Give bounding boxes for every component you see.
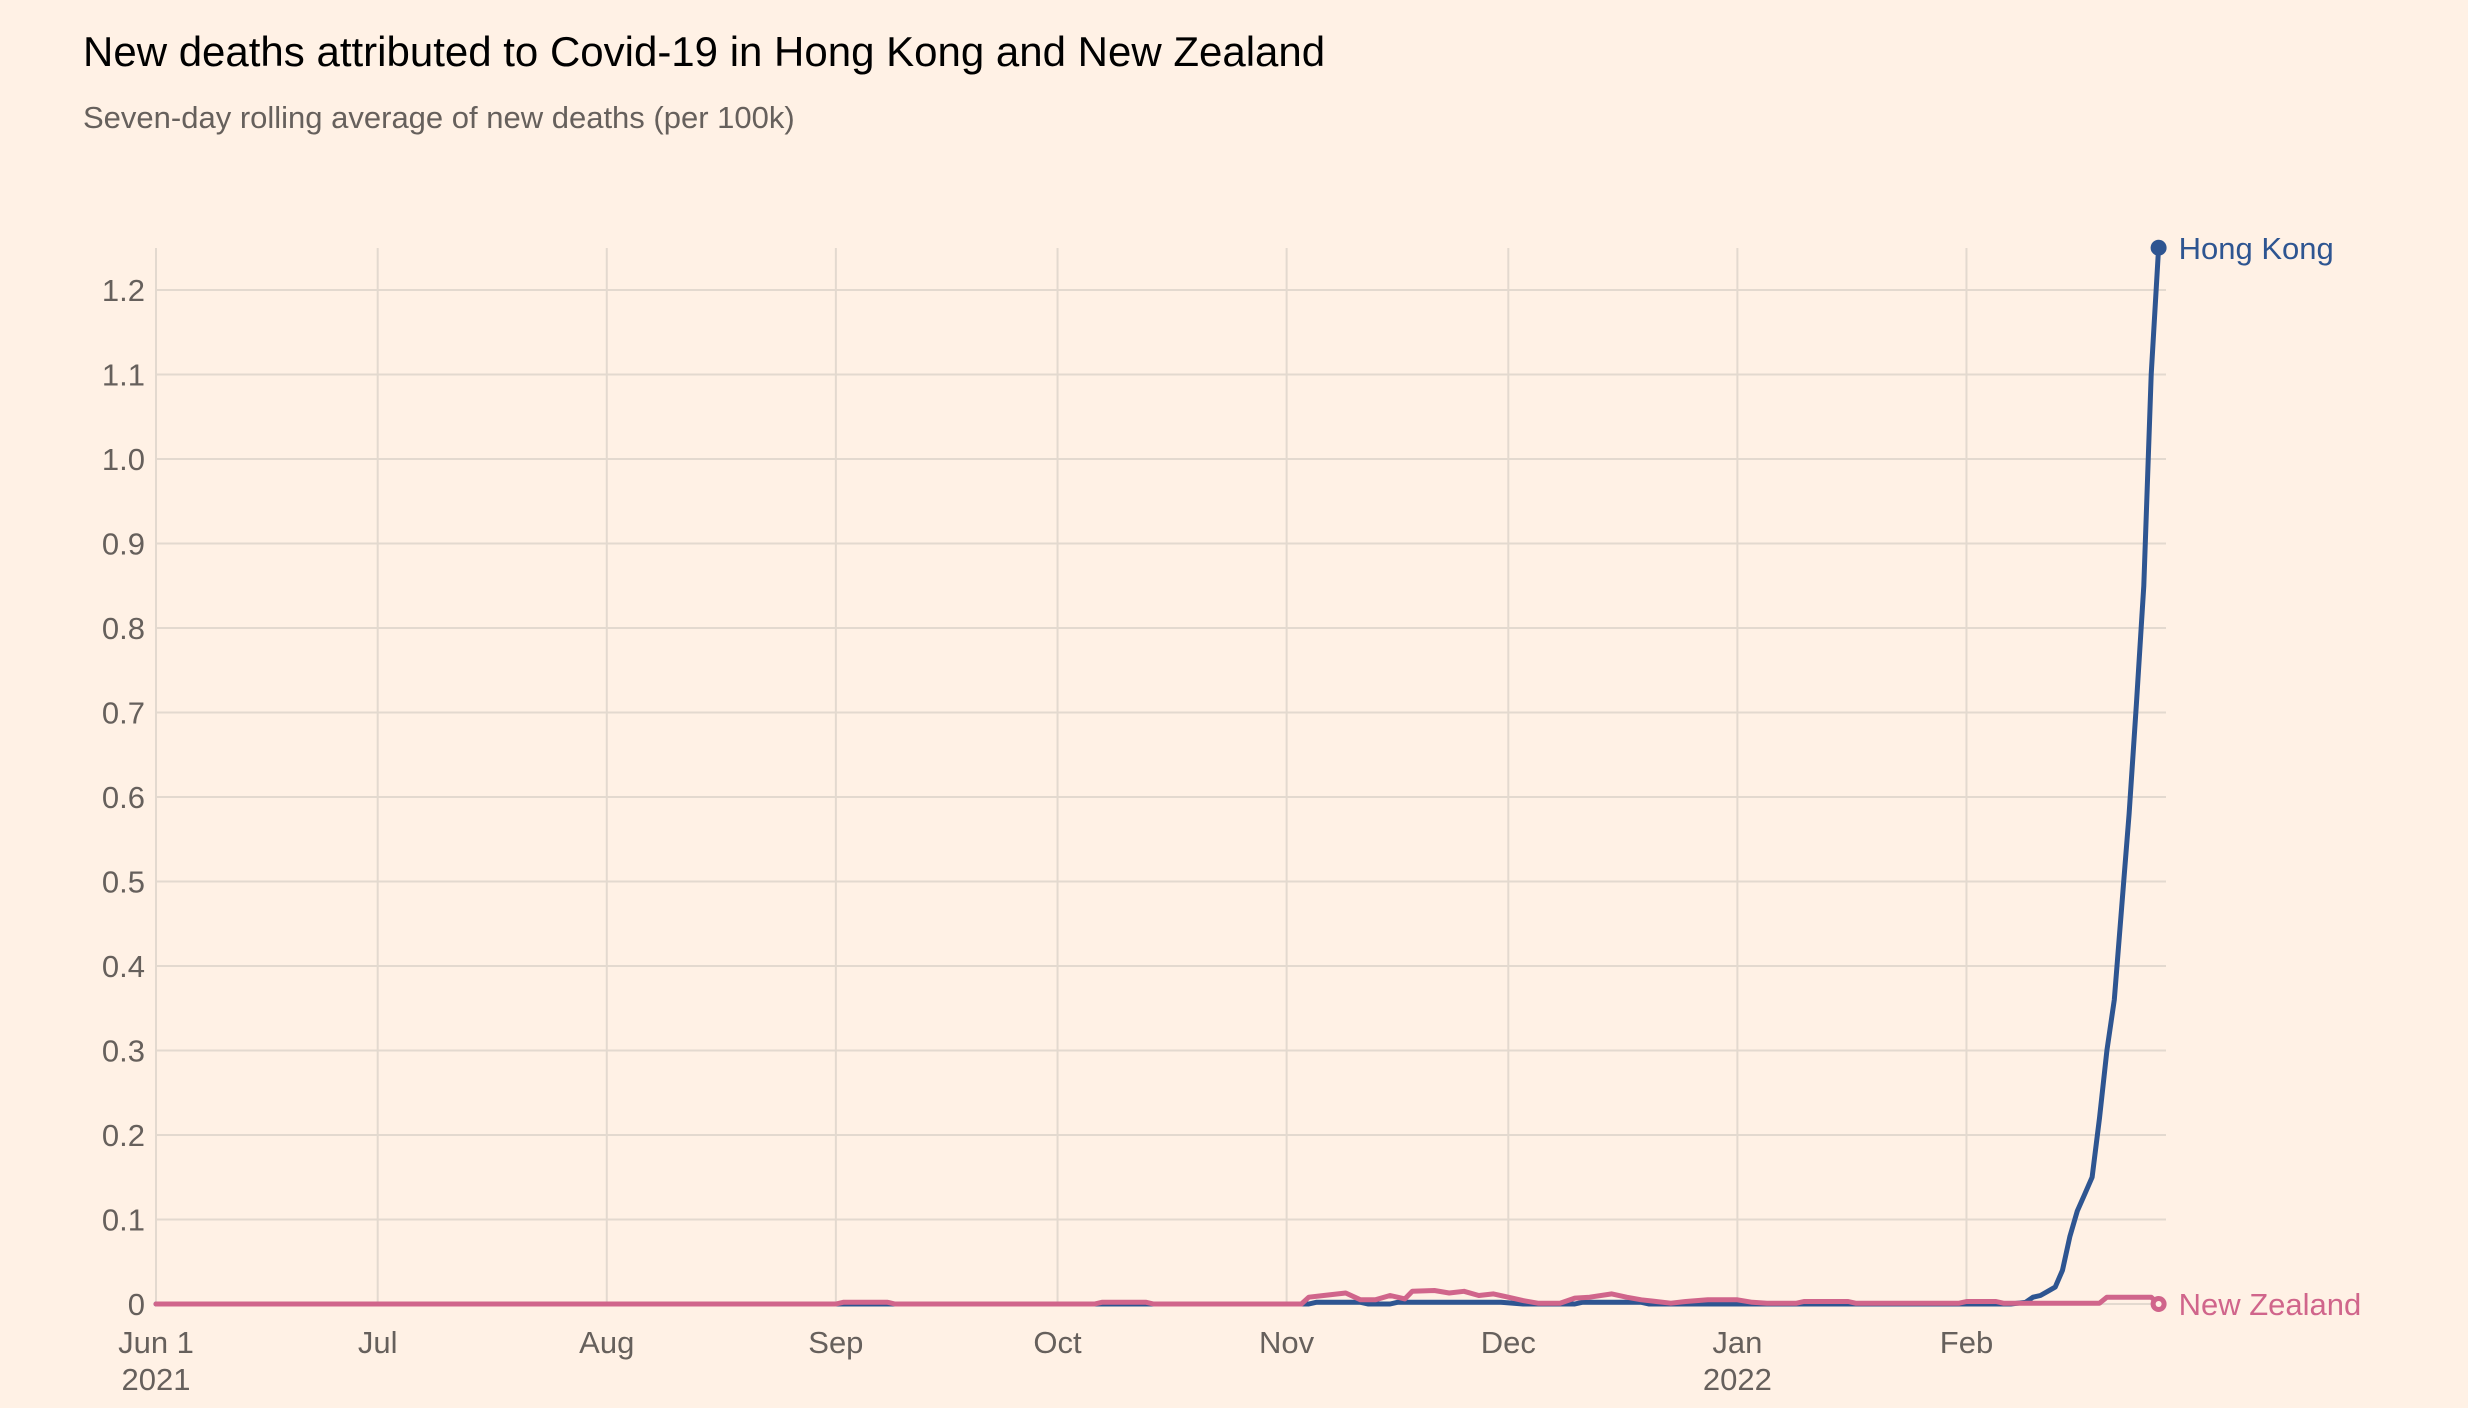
y-tick-label: 0.1 <box>102 1203 145 1238</box>
x-tick-label: Oct <box>1033 1325 1082 1360</box>
series-line-new-zealand <box>153 1288 2162 1307</box>
x-tick-year-label: 2021 <box>122 1362 191 1397</box>
y-tick-label: 0.8 <box>102 611 145 646</box>
y-tick-label: 0.9 <box>102 527 145 562</box>
series-line-hong-kong <box>153 245 2162 1307</box>
y-tick-label: 0.3 <box>102 1034 145 1069</box>
y-tick-label: 1.1 <box>102 358 145 393</box>
y-tick-label: 0.2 <box>102 1118 145 1153</box>
y-tick-label: 0.6 <box>102 780 145 815</box>
y-tick-label: 1.0 <box>102 442 145 477</box>
y-tick-label: 0 <box>128 1287 145 1322</box>
x-tick-label: Jun 1 <box>118 1325 194 1360</box>
x-tick-label: Dec <box>1481 1325 1536 1360</box>
x-tick-label: Feb <box>1940 1325 1993 1360</box>
x-tick-label: Nov <box>1259 1325 1315 1360</box>
y-tick-label: 0.4 <box>102 949 145 984</box>
x-tick-label: Jan <box>1712 1325 1762 1360</box>
chart-subtitle: Seven-day rolling average of new deaths … <box>83 100 795 135</box>
series-label-new-zealand: New Zealand <box>2179 1287 2362 1322</box>
x-tick-label: Sep <box>808 1325 863 1360</box>
x-tick-label: Aug <box>579 1325 634 1360</box>
x-tick-year-label: 2022 <box>1703 1362 1772 1397</box>
y-tick-label: 0.5 <box>102 865 145 900</box>
end-marker-hong-kong <box>2150 239 2167 256</box>
series-label-hong-kong: Hong Kong <box>2179 231 2334 266</box>
end-marker-center-new-zealand <box>2155 1301 2162 1307</box>
y-tick-label: 1.2 <box>102 273 145 308</box>
x-tick-label: Jul <box>358 1325 398 1360</box>
chart-title: New deaths attributed to Covid-19 in Hon… <box>83 28 1326 75</box>
y-tick-label: 0.7 <box>102 696 145 731</box>
